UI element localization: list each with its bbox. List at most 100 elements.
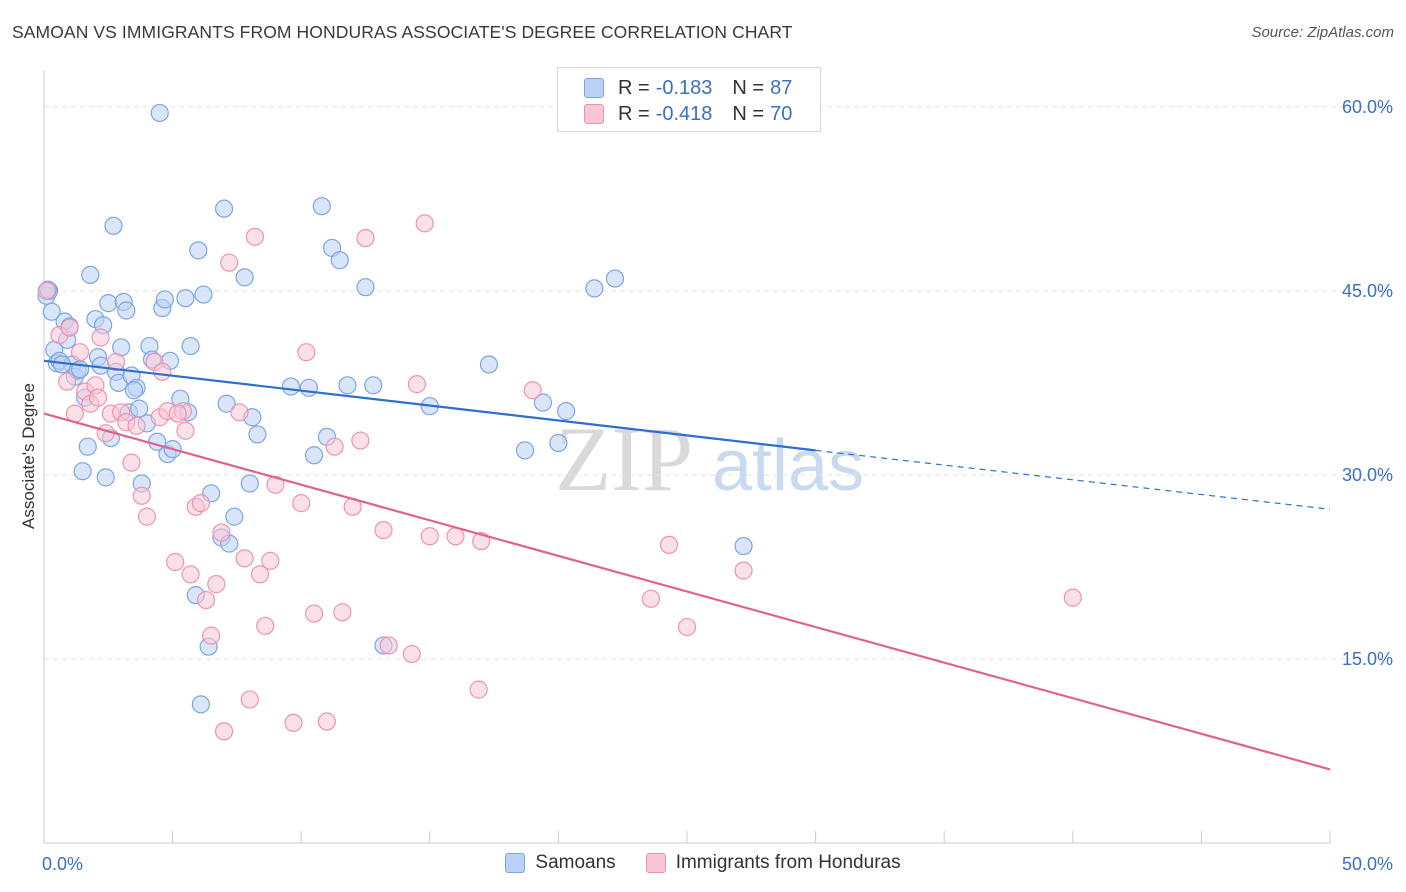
honduras-point	[469, 680, 488, 699]
legend-r-label: R =	[618, 76, 650, 99]
honduras-point	[202, 626, 221, 645]
honduras-point	[415, 214, 434, 233]
honduras-point	[446, 527, 465, 546]
samoan-point	[281, 377, 301, 396]
honduras-point	[472, 532, 491, 551]
samoan-point	[515, 441, 535, 460]
honduras-point	[304, 604, 324, 623]
samoan-point	[124, 381, 144, 400]
samoan-point	[585, 279, 604, 298]
honduras-trend-line	[43, 412, 1331, 771]
samoan-point	[99, 294, 118, 313]
honduras-point	[379, 636, 398, 655]
series-legend-samoans[interactable]: Samoans	[505, 852, 616, 874]
y-tick-label: 45.0%	[1342, 281, 1393, 301]
honduras-point	[297, 343, 316, 362]
y-tick-label: 15.0%	[1342, 649, 1393, 669]
honduras-point	[137, 507, 156, 526]
correlation-legend: R = -0.183 N = 87 R = -0.418 N = 70	[557, 67, 821, 132]
samoan-point	[240, 474, 259, 493]
samoan-point	[557, 402, 576, 421]
samoan-point	[181, 336, 200, 356]
legend-row-samoans: R = -0.183 N = 87	[584, 76, 812, 100]
legend-r-label: R =	[618, 102, 650, 125]
samoan-point	[338, 376, 357, 395]
y-tick-label: 30.0%	[1342, 465, 1393, 485]
samoan-point	[73, 462, 92, 481]
legend-swatch-blue	[584, 78, 604, 98]
series-swatch-pink	[645, 853, 666, 873]
honduras-point	[37, 281, 56, 300]
samoan-point	[176, 289, 195, 308]
honduras-point	[88, 388, 108, 407]
honduras-point	[356, 228, 375, 248]
honduras-point	[402, 644, 421, 664]
samoan-point	[549, 433, 568, 453]
chart-title: SAMOAN VS IMMIGRANTS FROM HONDURAS ASSOC…	[12, 22, 793, 42]
samoan-point	[479, 355, 499, 374]
honduras-point	[196, 590, 216, 610]
samoan-point	[214, 199, 234, 218]
samoan-point	[217, 394, 236, 413]
legend-n-value: 70	[770, 102, 793, 125]
honduras-point	[132, 486, 151, 505]
samoan-point	[734, 536, 753, 556]
honduras-point	[250, 565, 270, 584]
samoan-point	[150, 103, 169, 123]
samoan-point	[42, 302, 61, 321]
legend-swatch-pink	[584, 104, 604, 124]
samoan-point	[189, 241, 208, 260]
honduras-point	[207, 575, 226, 594]
honduras-point	[261, 551, 280, 570]
samoan-point	[194, 285, 213, 304]
series-label-honduras: Immigrants from Honduras	[675, 852, 901, 873]
honduras-point	[420, 527, 439, 546]
samoan-point	[155, 290, 174, 309]
honduras-point	[220, 253, 239, 272]
honduras-point	[256, 616, 275, 635]
legend-r-value: -0.183	[655, 76, 713, 99]
samoan-trend-line	[43, 359, 816, 452]
honduras-point	[122, 453, 141, 472]
legend-n-label: N =	[732, 102, 765, 125]
samoan-point	[191, 695, 210, 714]
samoan-point	[81, 265, 100, 285]
honduras-point	[659, 535, 679, 554]
honduras-point	[1063, 588, 1082, 607]
honduras-point	[734, 561, 753, 580]
samoan-point	[225, 507, 244, 526]
series-swatch-blue	[505, 853, 526, 873]
series-legend-honduras[interactable]: Immigrants from Honduras	[645, 852, 901, 874]
honduras-point	[70, 343, 90, 362]
legend-r-value: -0.418	[655, 102, 713, 125]
honduras-point	[523, 381, 542, 400]
honduras-point	[176, 421, 195, 440]
honduras-point	[374, 521, 393, 540]
samoan-point	[364, 376, 383, 395]
series-label-samoans: Samoans	[535, 852, 616, 873]
samoan-point	[248, 425, 267, 444]
honduras-point	[641, 589, 661, 608]
samoan-point	[96, 468, 115, 487]
samoan-point	[533, 393, 553, 412]
watermark-atlas: atlas	[712, 426, 864, 506]
y-axis-label: Associate's Degree	[19, 383, 38, 529]
honduras-point	[284, 713, 303, 732]
honduras-point	[235, 549, 254, 568]
honduras-point	[181, 565, 200, 584]
x-tick-label: 0.0%	[42, 854, 83, 874]
honduras-point	[240, 690, 259, 709]
honduras-point	[191, 494, 210, 513]
honduras-point	[317, 712, 337, 731]
samoan-point	[78, 437, 97, 456]
honduras-point	[91, 328, 110, 347]
honduras-point	[245, 227, 265, 246]
honduras-point	[351, 431, 370, 450]
honduras-point	[677, 617, 697, 637]
samoan-point	[299, 378, 319, 397]
honduras-point	[292, 494, 311, 513]
honduras-point	[153, 362, 172, 381]
legend-row-honduras: R = -0.418 N = 70	[584, 102, 812, 126]
samoan-point	[330, 251, 349, 270]
